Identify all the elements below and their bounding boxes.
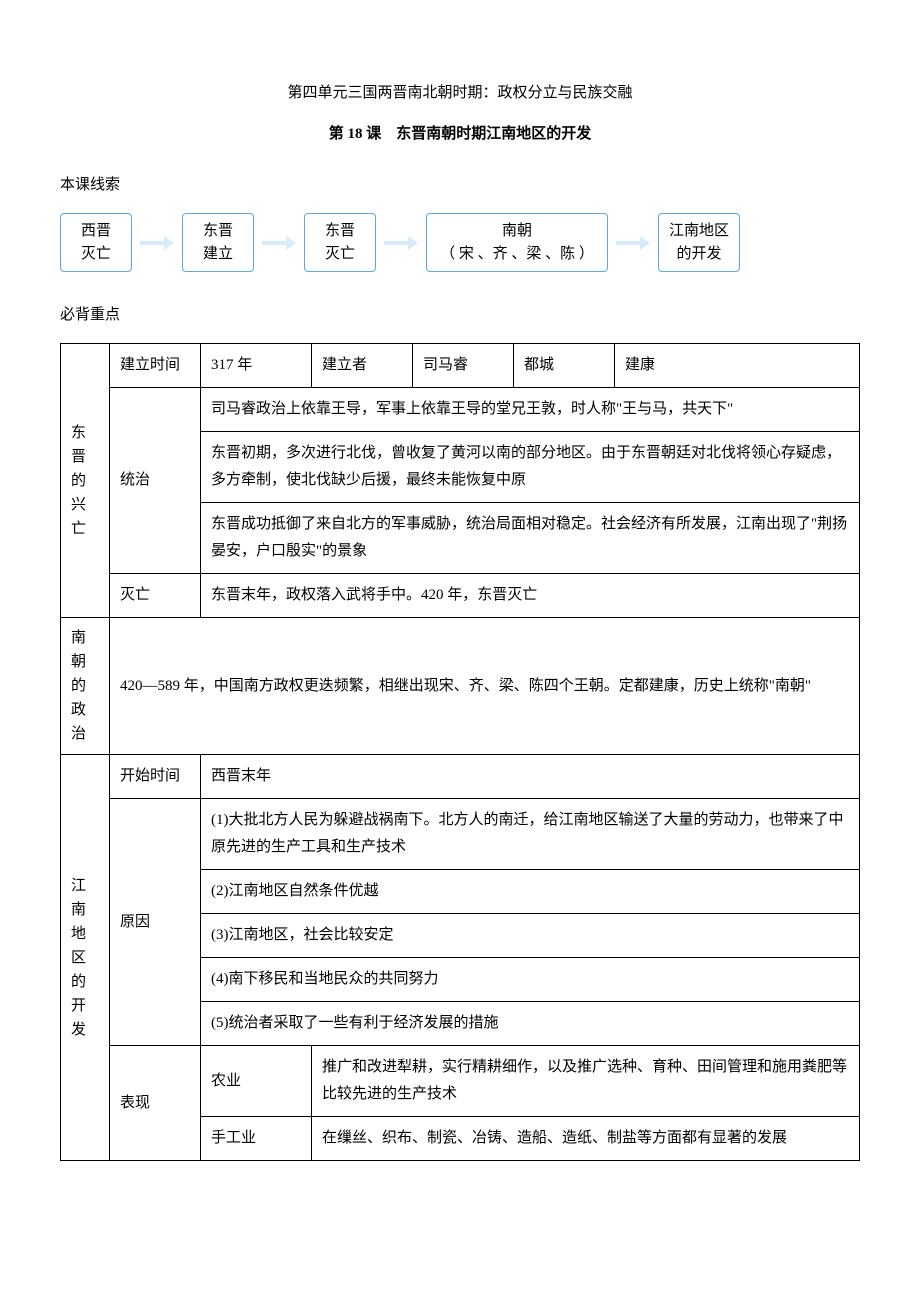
vertical-text: 江南地区的开发 (71, 878, 86, 1038)
rule-label: 统治 (110, 388, 201, 574)
vertical-text: 南朝的政治 (71, 630, 86, 742)
lesson-title: 第 18 课 东晋南朝时期江南地区的开发 (60, 121, 860, 148)
flow-node-line: 东晋 (193, 220, 243, 243)
table-row: 东晋的兴亡 建立时间 317 年 建立者 司马睿 都城 建康 (61, 344, 860, 388)
section-a-title: 东晋的兴亡 (61, 344, 110, 618)
arrow-icon (616, 238, 650, 248)
capital-label: 都城 (514, 344, 615, 388)
flow-node-nanchao: 南朝 （ 宋 、齐 、梁 、陈 ） (426, 213, 608, 272)
rule-text-3: 东晋成功抵御了来自北方的军事威胁，统治局面相对稳定。社会经济有所发展，江南出现了… (201, 503, 860, 574)
rule-text-2: 东晋初期，多次进行北伐，曾收复了黄河以南的部分地区。由于东晋朝廷对北伐将领心存疑… (201, 432, 860, 503)
found-time-value: 317 年 (201, 344, 312, 388)
vertical-text: 东晋的兴亡 (71, 425, 86, 537)
founder-value: 司马睿 (413, 344, 514, 388)
outline-label: 本课线索 (60, 172, 860, 199)
table-row: 原因 (1)大批北方人民为躲避战祸南下。北方人的南迁，给江南地区输送了大量的劳动… (61, 799, 860, 870)
section-b-title: 南朝的政治 (61, 618, 110, 755)
table-row: 江南地区的开发 开始时间 西晋末年 (61, 755, 860, 799)
fall-text: 东晋末年，政权落入武将手中。420 年，东晋灭亡 (201, 574, 860, 618)
founder-label: 建立者 (312, 344, 413, 388)
start-time-value: 西晋末年 (201, 755, 860, 799)
flow-node-jiangnan: 江南地区 的开发 (658, 213, 740, 272)
flow-node-line: 的开发 (669, 243, 729, 266)
found-time-label: 建立时间 (110, 344, 201, 388)
keynotes-label: 必背重点 (60, 302, 860, 329)
capital-value: 建康 (615, 344, 860, 388)
flow-node-line: 南朝 (437, 220, 597, 243)
reason-5: (5)统治者采取了一些有利于经济发展的措施 (201, 1002, 860, 1046)
flow-node-dongjin-fall: 东晋 灭亡 (304, 213, 376, 272)
table-row: 表现 农业 推广和改进犁耕，实行精耕细作，以及推广选种、育种、田间管理和施用粪肥… (61, 1046, 860, 1117)
start-time-label: 开始时间 (110, 755, 201, 799)
perf-label: 表现 (110, 1046, 201, 1161)
fall-label: 灭亡 (110, 574, 201, 618)
section-b-text: 420—589 年，中国南方政权更迭频繁，相继出现宋、齐、梁、陈四个王朝。定都建… (110, 618, 860, 755)
flow-node-line: 灭亡 (315, 243, 365, 266)
perf-agri-label: 农业 (201, 1046, 312, 1117)
reason-3: (3)江南地区，社会比较安定 (201, 914, 860, 958)
reason-4: (4)南下移民和当地民众的共同努力 (201, 958, 860, 1002)
table-row: 灭亡 东晋末年，政权落入武将手中。420 年，东晋灭亡 (61, 574, 860, 618)
flow-node-line: 建立 (193, 243, 243, 266)
flow-node-line: （ 宋 、齐 、梁 、陈 ） (437, 243, 597, 266)
section-c-title: 江南地区的开发 (61, 755, 110, 1161)
flow-node-line: 江南地区 (669, 220, 729, 243)
flow-node-line: 西晋 (71, 220, 121, 243)
keynotes-table: 东晋的兴亡 建立时间 317 年 建立者 司马睿 都城 建康 统治 司马睿政治上… (60, 343, 860, 1161)
flow-node-line: 东晋 (315, 220, 365, 243)
perf-craft-text: 在缫丝、织布、制瓷、冶铸、造船、造纸、制盐等方面都有显著的发展 (312, 1117, 860, 1161)
arrow-icon (262, 238, 296, 248)
flow-node-xijin-fall: 西晋 灭亡 (60, 213, 132, 272)
flow-diagram: 西晋 灭亡 东晋 建立 东晋 灭亡 南朝 （ 宋 、齐 、梁 、陈 ） 江南地区… (60, 213, 860, 272)
unit-title: 第四单元三国两晋南北朝时期：政权分立与民族交融 (60, 80, 860, 107)
perf-agri-text: 推广和改进犁耕，实行精耕细作，以及推广选种、育种、田间管理和施用粪肥等比较先进的… (312, 1046, 860, 1117)
arrow-icon (140, 238, 174, 248)
table-row: 南朝的政治 420—589 年，中国南方政权更迭频繁，相继出现宋、齐、梁、陈四个… (61, 618, 860, 755)
rule-text-1: 司马睿政治上依靠王导，军事上依靠王导的堂兄王敦，时人称"王与马，共天下" (201, 388, 860, 432)
perf-craft-label: 手工业 (201, 1117, 312, 1161)
table-row: 统治 司马睿政治上依靠王导，军事上依靠王导的堂兄王敦，时人称"王与马，共天下" (61, 388, 860, 432)
flow-node-line: 灭亡 (71, 243, 121, 266)
reason-label: 原因 (110, 799, 201, 1046)
reason-1: (1)大批北方人民为躲避战祸南下。北方人的南迁，给江南地区输送了大量的劳动力，也… (201, 799, 860, 870)
reason-2: (2)江南地区自然条件优越 (201, 870, 860, 914)
arrow-icon (384, 238, 418, 248)
flow-node-dongjin-build: 东晋 建立 (182, 213, 254, 272)
